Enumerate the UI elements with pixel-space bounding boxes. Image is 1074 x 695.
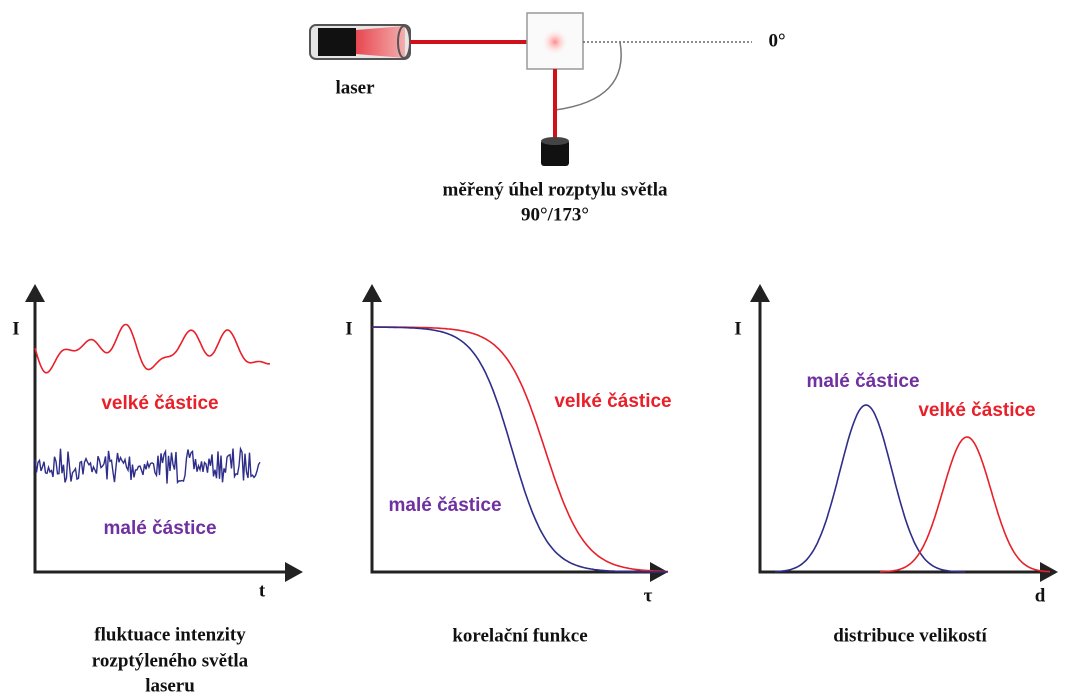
- intensity-large: [34, 323, 271, 374]
- axes: [33, 298, 289, 574]
- large-label: velké částice: [554, 391, 671, 412]
- arrow: [25, 284, 45, 302]
- correlation-large: [372, 326, 669, 573]
- y-axis-label: I: [12, 318, 19, 339]
- detector: [541, 137, 569, 166]
- arrow: [362, 284, 382, 302]
- angle-arc: [554, 41, 622, 111]
- caption: rozptýleného světla: [92, 650, 249, 671]
- x-axis-label: d: [1035, 585, 1046, 606]
- caption: fluktuace intenzity: [94, 624, 246, 645]
- distribution-small: [775, 404, 965, 573]
- y-axis-label: I: [734, 318, 741, 339]
- large-label: velké částice: [101, 393, 218, 414]
- arrow: [285, 562, 303, 582]
- scatter-spot: [541, 28, 569, 56]
- laser-device: [309, 24, 411, 60]
- caption: distribuce velikostí: [833, 625, 987, 646]
- axes: [758, 298, 1044, 574]
- laser-label: laser: [335, 77, 375, 98]
- caption: laseru: [145, 675, 195, 695]
- correlation-small: [372, 326, 668, 573]
- distribution-large: [880, 436, 1051, 573]
- angle-zero: 0°: [768, 30, 785, 51]
- detector-label: 90°/173°: [521, 204, 589, 225]
- x-axis-label: t: [259, 580, 266, 601]
- caption: korelační funkce: [452, 625, 587, 646]
- small-label: malé částice: [388, 495, 501, 516]
- arrow: [750, 284, 770, 302]
- intensity-small: [34, 446, 261, 485]
- small-label: malé částice: [806, 371, 919, 392]
- y-axis-label: I: [345, 318, 352, 339]
- detector-label: měřený úhel rozptylu světla: [443, 179, 668, 200]
- large-label: velké částice: [918, 400, 1035, 421]
- small-label: malé částice: [103, 518, 216, 539]
- x-axis-label: τ: [644, 585, 653, 606]
- axes: [370, 298, 654, 574]
